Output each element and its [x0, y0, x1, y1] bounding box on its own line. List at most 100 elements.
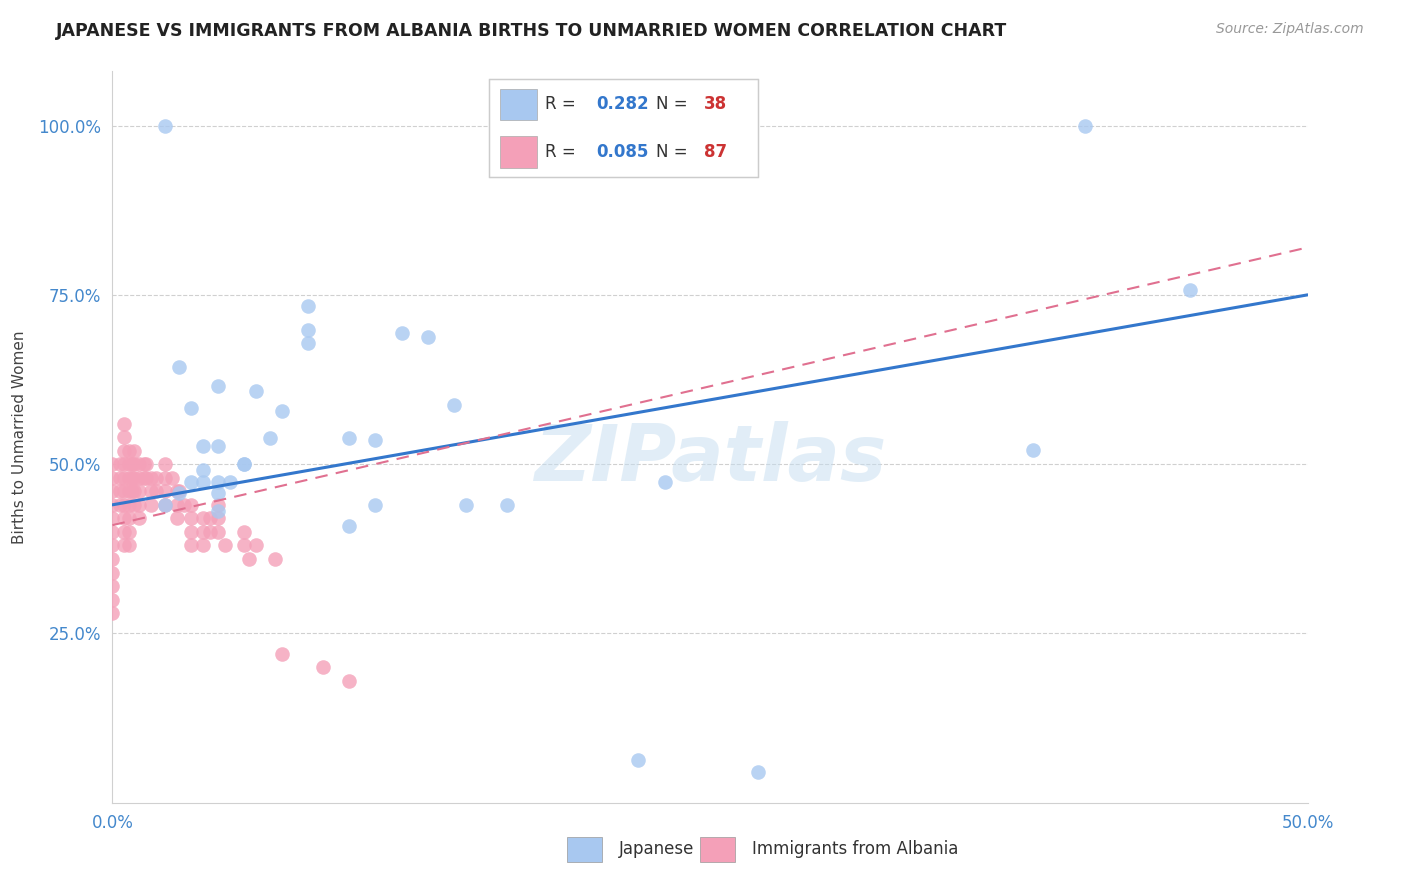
FancyBboxPatch shape [567, 837, 602, 862]
Point [207, 486, 229, 500]
Point [101, 471, 124, 485]
Point [180, 475, 202, 489]
Point [118, 538, 141, 552]
Point [193, 511, 215, 525]
Point [233, 524, 256, 539]
Point [108, 457, 131, 471]
Point [207, 498, 229, 512]
Point [627, 753, 650, 767]
Point [180, 498, 202, 512]
Point [114, 457, 135, 471]
Point [180, 511, 202, 525]
Point [180, 538, 202, 552]
Point [153, 498, 176, 512]
Point [118, 443, 141, 458]
Point [122, 498, 145, 512]
Point [233, 457, 256, 471]
Point [114, 484, 135, 499]
Point [128, 484, 150, 499]
Point [173, 498, 195, 512]
Point [747, 765, 769, 780]
Point [101, 484, 124, 499]
Point [233, 538, 256, 552]
Point [139, 498, 162, 512]
Point [162, 471, 183, 485]
Point [391, 326, 413, 341]
Point [193, 538, 215, 552]
Text: Immigrants from Albania: Immigrants from Albania [752, 840, 959, 858]
Point [135, 471, 157, 485]
Point [114, 417, 135, 431]
Point [114, 430, 135, 444]
Point [337, 673, 360, 688]
Point [121, 471, 143, 485]
Point [122, 484, 145, 499]
Point [122, 443, 145, 458]
Point [132, 457, 155, 471]
Point [118, 498, 141, 512]
Text: Japanese: Japanese [619, 840, 695, 858]
Point [101, 511, 124, 525]
Point [337, 519, 360, 533]
Point [271, 647, 294, 661]
Point [193, 462, 215, 476]
Point [118, 471, 141, 485]
Point [128, 498, 150, 512]
Point [271, 404, 294, 418]
Point [297, 323, 319, 337]
Point [118, 524, 141, 539]
Point [114, 524, 135, 539]
Point [108, 498, 131, 512]
Point [153, 498, 176, 512]
Point [259, 432, 281, 446]
Point [169, 484, 191, 499]
Point [121, 457, 143, 471]
Point [214, 538, 236, 552]
Point [114, 538, 135, 552]
Point [207, 475, 229, 489]
Point [153, 119, 176, 133]
Point [1022, 442, 1045, 457]
Point [153, 457, 176, 471]
Point [218, 475, 240, 489]
Point [101, 606, 124, 620]
Point [200, 524, 222, 539]
Point [153, 471, 176, 485]
Point [101, 457, 124, 471]
Point [145, 484, 167, 499]
Point [118, 511, 141, 525]
Point [238, 552, 260, 566]
Point [114, 498, 135, 512]
Point [169, 359, 191, 374]
Point [207, 439, 229, 453]
Point [297, 299, 319, 313]
Point [139, 471, 162, 485]
Point [1074, 119, 1097, 133]
Point [145, 471, 167, 485]
Point [128, 471, 150, 485]
Point [128, 511, 150, 525]
Point [108, 484, 131, 499]
Point [101, 538, 124, 552]
Point [180, 401, 202, 415]
Point [297, 335, 319, 350]
Point [114, 443, 135, 458]
Point [114, 471, 135, 485]
Point [139, 484, 162, 499]
Point [364, 498, 387, 512]
Text: JAPANESE VS IMMIGRANTS FROM ALBANIA BIRTHS TO UNMARRIED WOMEN CORRELATION CHART: JAPANESE VS IMMIGRANTS FROM ALBANIA BIRT… [56, 22, 1008, 40]
Point [121, 484, 143, 499]
Point [443, 398, 465, 412]
Point [200, 511, 222, 525]
Point [101, 592, 124, 607]
Point [245, 384, 267, 398]
Point [118, 457, 141, 471]
Point [166, 511, 188, 525]
Point [207, 504, 229, 518]
Point [101, 566, 124, 580]
Point [118, 484, 141, 499]
Point [122, 471, 145, 485]
Point [312, 660, 335, 674]
Point [337, 432, 360, 446]
Point [264, 552, 287, 566]
